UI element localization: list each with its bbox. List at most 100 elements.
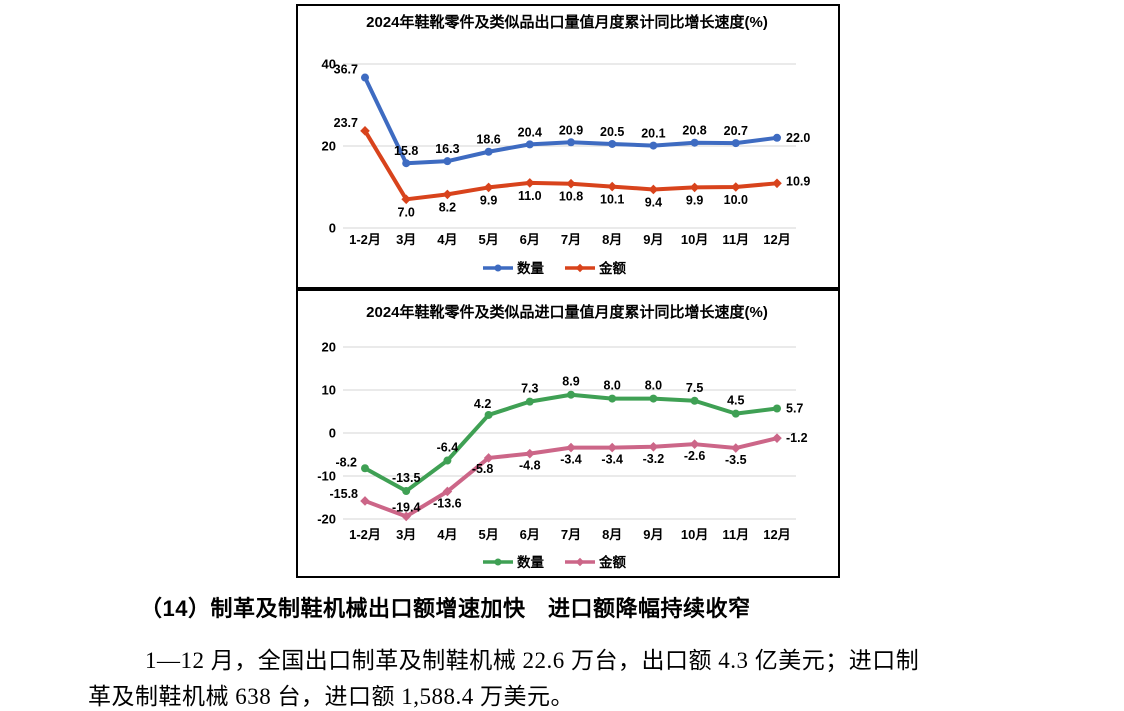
data-label: -4.8 <box>519 459 541 473</box>
legend-marker <box>575 557 585 567</box>
data-label: 5.7 <box>786 401 803 415</box>
data-label: -15.8 <box>330 487 359 501</box>
x-tick-label: 3月 <box>396 527 416 542</box>
data-label: 9.9 <box>480 193 497 207</box>
data-label: -3.5 <box>725 453 747 467</box>
data-label: 36.7 <box>334 63 358 77</box>
x-tick-label: 7月 <box>561 527 581 542</box>
x-tick-label: 11月 <box>722 527 749 542</box>
data-point-marker <box>772 433 782 443</box>
chart-title: 2024年鞋靴零件及类似品进口量值月度累计同比增长速度(%) <box>366 303 768 321</box>
x-tick-label: 10月 <box>681 232 708 247</box>
data-label: 9.4 <box>645 195 662 209</box>
data-label: 4.2 <box>474 397 491 411</box>
data-point-marker <box>730 443 741 453</box>
x-tick-label: 1-2月 <box>349 527 381 542</box>
data-point-marker <box>773 133 781 142</box>
data-label: -1.2 <box>786 431 808 445</box>
data-label: 8.0 <box>645 379 662 393</box>
data-label: -13.5 <box>392 471 421 485</box>
data-point-marker <box>649 141 658 150</box>
data-point-marker <box>607 442 618 453</box>
export-chart-panel: 2024年鞋靴零件及类似品出口量值月度累计同比增长速度(%) 40 20 0 1-2月 3… <box>296 4 840 289</box>
x-tick-label: 5月 <box>478 232 498 247</box>
data-point-marker <box>442 189 453 200</box>
data-point-marker <box>483 182 494 193</box>
data-label: -2.6 <box>684 449 706 463</box>
data-point-marker <box>648 184 659 195</box>
x-tick-label: 9月 <box>643 527 663 542</box>
data-label: 20.8 <box>682 124 706 138</box>
data-point-marker <box>524 178 535 188</box>
legend-label: 金额 <box>598 260 627 276</box>
data-label: 7.3 <box>521 382 538 396</box>
data-label: 23.7 <box>334 116 358 130</box>
data-label: 20.5 <box>600 125 624 139</box>
x-tick-label: 12月 <box>763 232 790 247</box>
data-point-marker <box>690 396 699 405</box>
data-label: -19.4 <box>392 500 421 514</box>
data-label: 15.8 <box>394 144 418 158</box>
paragraph-line-1: 1—12 月，全国出口制革及制鞋机械 22.6 万台，出口额 4.3 亿美元；进… <box>145 648 920 673</box>
legend-label: 数量 <box>517 554 545 570</box>
legend-marker <box>575 263 585 273</box>
data-point-marker <box>484 410 493 419</box>
data-label: 7.0 <box>398 205 415 219</box>
data-point-marker <box>649 394 658 403</box>
data-point-marker <box>566 178 576 189</box>
legend-label: 数量 <box>517 260 545 276</box>
data-label: 10.1 <box>600 193 624 207</box>
data-label: 20.9 <box>559 123 583 137</box>
data-label: 7.5 <box>686 381 703 395</box>
data-point-marker <box>525 397 534 406</box>
data-label: 20.1 <box>641 127 665 141</box>
x-tick-label: 9月 <box>643 232 663 247</box>
x-tick-label: 5月 <box>478 527 498 542</box>
data-point-marker <box>608 394 617 403</box>
import-chart-panel: 2024年鞋靴零件及类似品进口量值月度累计同比增长速度(%) 20 10 0 -10 -2… <box>296 289 840 578</box>
data-point-marker <box>567 138 575 147</box>
data-point-marker <box>607 181 618 192</box>
data-point-marker <box>773 404 781 413</box>
data-point-marker <box>443 157 452 166</box>
x-tick-label: 4月 <box>437 232 457 247</box>
data-label: 20.7 <box>724 124 748 138</box>
data-label: 8.0 <box>604 379 621 393</box>
y-tick-label: 0 <box>329 426 336 441</box>
data-label: 20.4 <box>518 125 542 139</box>
data-point-marker <box>730 182 741 192</box>
data-point-marker <box>689 182 700 193</box>
y-tick-label: 0 <box>329 221 336 236</box>
data-point-marker <box>443 456 452 465</box>
chart-title: 2024年鞋靴零件及类似品出口量值月度累计同比增长速度(%) <box>366 13 768 31</box>
data-label: -3.4 <box>601 453 623 467</box>
series-line-quantity <box>363 75 779 166</box>
data-point-marker <box>772 178 782 189</box>
y-tick-label: 20 <box>322 340 336 355</box>
data-label: 9.9 <box>686 193 703 207</box>
data-point-marker <box>608 139 617 148</box>
x-tick-label: 4月 <box>437 527 457 542</box>
data-label: 10.8 <box>559 190 583 204</box>
data-label: 10.0 <box>724 193 748 207</box>
data-point-marker <box>731 139 740 148</box>
y-tick-label: 40 <box>322 57 336 72</box>
data-point-marker <box>402 159 411 168</box>
data-label: 22.0 <box>786 131 810 145</box>
data-label: 16.3 <box>435 142 459 156</box>
data-point-marker <box>567 390 575 399</box>
x-tick-label: 10月 <box>681 527 708 542</box>
section-heading: （14）制革及制鞋机械出口额增速加快 进口额降幅持续收窄 <box>140 596 751 621</box>
y-tick-label: 10 <box>322 383 336 398</box>
data-label: 8.9 <box>562 375 579 389</box>
x-tick-label: 8月 <box>602 527 622 542</box>
data-label: 18.6 <box>476 133 500 147</box>
x-tick-label: 11月 <box>722 232 749 247</box>
data-label: -13.6 <box>433 496 462 510</box>
paragraph-line-2: 革及制鞋机械 638 台，进口额 1,588.4 万美元。 <box>88 684 574 709</box>
data-point-marker <box>648 441 659 452</box>
data-label: 8.2 <box>439 200 456 214</box>
data-label: -3.2 <box>643 452 665 466</box>
x-tick-label: 3月 <box>396 232 416 247</box>
data-point-marker <box>689 439 700 449</box>
